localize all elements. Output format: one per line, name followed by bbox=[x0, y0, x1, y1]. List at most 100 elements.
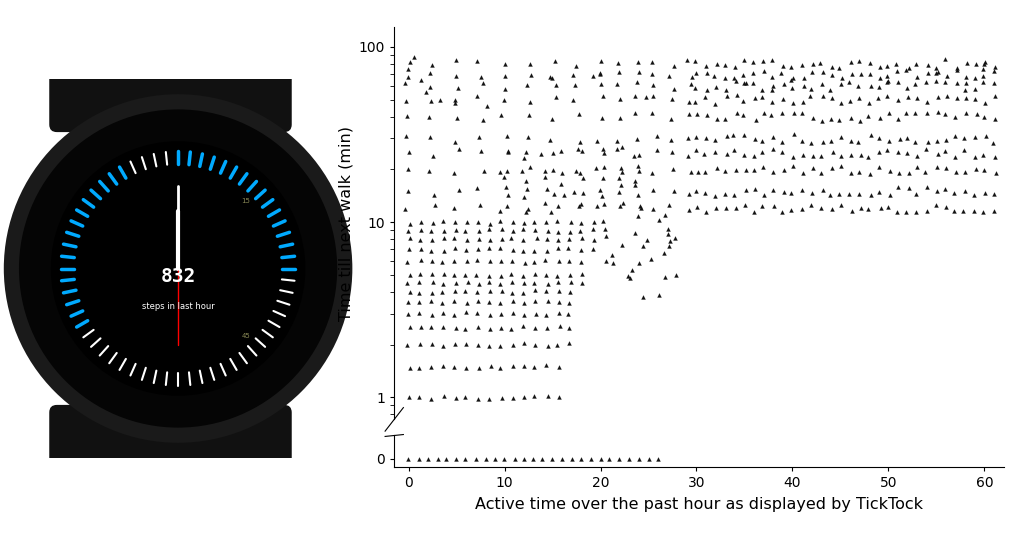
Point bbox=[399, 278, 416, 287]
Point bbox=[551, 257, 567, 265]
Point bbox=[765, 186, 781, 195]
Point bbox=[481, 297, 498, 306]
Point bbox=[548, 93, 564, 101]
Point bbox=[869, 93, 886, 102]
Point bbox=[627, 229, 643, 238]
Point bbox=[503, 234, 519, 242]
Point bbox=[492, 280, 508, 288]
Point bbox=[805, 164, 821, 172]
Point bbox=[458, 287, 474, 295]
Point bbox=[823, 71, 840, 80]
Point bbox=[717, 74, 733, 82]
Point bbox=[516, 298, 532, 307]
Point bbox=[540, 296, 556, 305]
Point bbox=[412, 235, 428, 244]
Point bbox=[882, 166, 898, 175]
Point bbox=[930, 68, 946, 76]
Point bbox=[764, 98, 780, 106]
Point bbox=[516, 193, 532, 201]
Point bbox=[795, 169, 811, 177]
Point bbox=[860, 205, 877, 213]
Point bbox=[540, 280, 556, 288]
Point bbox=[645, 81, 662, 89]
Point bbox=[457, 227, 473, 236]
Point bbox=[572, 199, 589, 208]
Point bbox=[782, 62, 799, 71]
Point bbox=[728, 91, 744, 99]
Point bbox=[401, 287, 418, 296]
Point bbox=[574, 173, 591, 182]
Point bbox=[890, 183, 906, 191]
Point bbox=[474, 115, 490, 124]
Point bbox=[505, 394, 521, 402]
Point bbox=[471, 279, 487, 288]
Point bbox=[413, 218, 429, 227]
Point bbox=[947, 112, 964, 121]
Point bbox=[504, 289, 520, 297]
Point bbox=[815, 186, 831, 194]
Point bbox=[784, 153, 801, 161]
Point bbox=[851, 56, 867, 65]
Point bbox=[719, 92, 735, 100]
Point bbox=[401, 364, 418, 372]
Point bbox=[748, 115, 764, 124]
Point bbox=[586, 217, 602, 226]
Point bbox=[407, 52, 423, 61]
Point bbox=[709, 60, 725, 69]
Point bbox=[976, 60, 992, 68]
Point bbox=[744, 79, 761, 88]
Point bbox=[821, 191, 838, 199]
Point bbox=[613, 241, 630, 250]
Point bbox=[833, 152, 849, 161]
Point bbox=[538, 270, 554, 279]
Point bbox=[947, 132, 964, 141]
Point bbox=[709, 204, 725, 212]
Point bbox=[621, 272, 637, 280]
Point bbox=[930, 92, 946, 101]
Point bbox=[726, 74, 742, 83]
Point bbox=[445, 296, 462, 305]
Point bbox=[663, 136, 679, 144]
Point bbox=[481, 287, 498, 296]
Point bbox=[987, 92, 1004, 100]
Point bbox=[985, 139, 1001, 147]
Point bbox=[550, 202, 566, 211]
Point bbox=[452, 145, 468, 154]
Point bbox=[515, 288, 531, 297]
Point bbox=[630, 162, 646, 170]
Point bbox=[592, 69, 608, 77]
Point bbox=[499, 201, 515, 210]
Point bbox=[657, 211, 674, 220]
Point bbox=[949, 93, 966, 102]
Point bbox=[907, 60, 924, 69]
Point bbox=[907, 137, 924, 146]
Point bbox=[746, 184, 763, 193]
Point bbox=[764, 82, 780, 90]
Point bbox=[901, 169, 918, 177]
Point bbox=[968, 60, 984, 69]
Point bbox=[589, 201, 605, 210]
Point bbox=[687, 133, 703, 142]
Point bbox=[728, 204, 744, 212]
Point bbox=[522, 71, 539, 79]
Point bbox=[598, 256, 614, 265]
Point bbox=[551, 363, 567, 372]
Point bbox=[823, 164, 840, 172]
Point bbox=[697, 62, 714, 70]
Point bbox=[459, 236, 475, 245]
Point bbox=[938, 92, 954, 101]
Point bbox=[648, 132, 665, 140]
Point bbox=[907, 109, 924, 118]
Point bbox=[967, 133, 983, 141]
Point bbox=[898, 84, 914, 93]
Point bbox=[434, 280, 451, 289]
Y-axis label: Time till next walk (min): Time till next walk (min) bbox=[338, 126, 353, 321]
Point bbox=[563, 454, 580, 463]
Point bbox=[566, 188, 583, 197]
Point bbox=[399, 310, 416, 319]
Point bbox=[573, 234, 590, 243]
Point bbox=[596, 200, 612, 209]
Point bbox=[457, 454, 473, 463]
Point bbox=[482, 235, 499, 244]
Point bbox=[786, 108, 803, 117]
